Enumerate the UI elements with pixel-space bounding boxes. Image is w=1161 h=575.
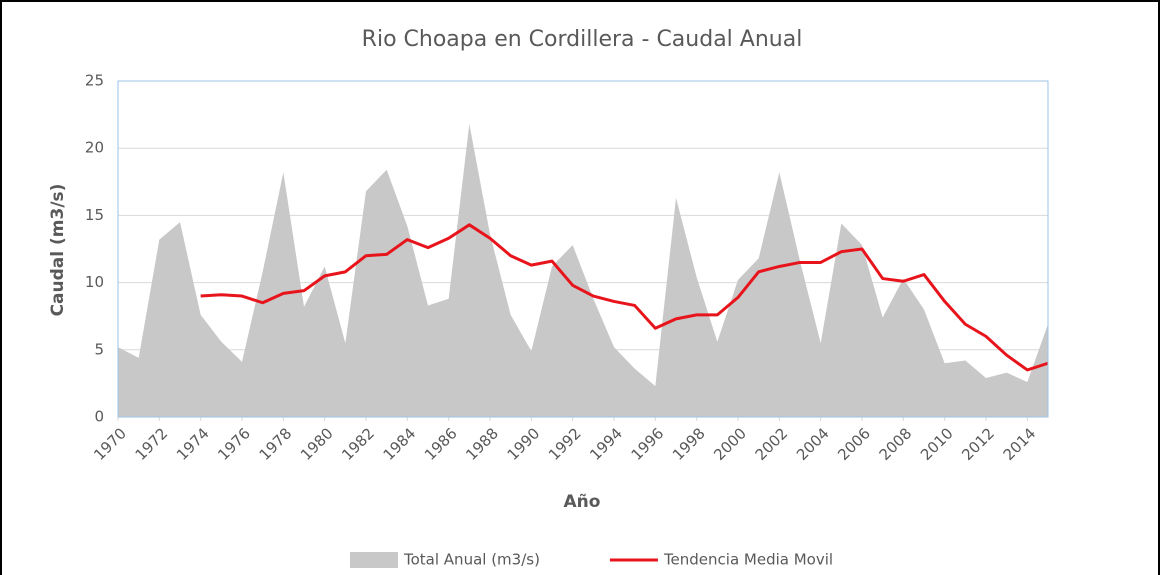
legend-swatch [350,552,398,568]
area [118,124,1048,418]
y-tick-label: 0 [94,408,104,426]
line [200,223,1049,372]
y-tick-label: 15 [85,206,104,224]
y-tick-label: 5 [94,340,104,358]
x-axis-label: Año [564,492,601,512]
y-tick-label: 25 [85,72,104,90]
legend-label: Total Anual (m3/s) [403,551,540,569]
y-tick-label: 20 [85,139,104,157]
legend-label: Tendencia Media Movil [663,551,833,569]
chart-title: Rio Choapa en Cordillera - Caudal Anual [362,27,803,52]
y-axis-label: Caudal (m3/s) [48,184,68,317]
y-tick-label: 10 [85,273,104,291]
plot-border [117,80,1049,418]
